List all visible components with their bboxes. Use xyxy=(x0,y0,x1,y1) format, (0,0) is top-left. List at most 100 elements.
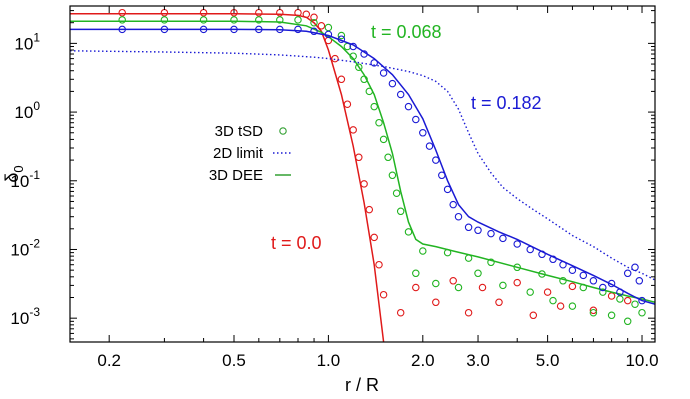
tsd-t-0.182-point-5 xyxy=(276,25,284,34)
tsd-t-0.068-point-29 xyxy=(474,269,482,278)
tsd-t-0.0-point-25 xyxy=(464,308,473,317)
tsd-t-0.182-point-12 xyxy=(370,59,378,67)
tsd-t-0.068-point-3 xyxy=(230,16,238,24)
annotation-2: t = 0.0 xyxy=(271,233,322,253)
tsd-t-0.182-point-1 xyxy=(160,25,169,34)
tsd-t-0.068-point-43 xyxy=(623,317,632,326)
legend: 3D tSD 2D limit 3D DEE xyxy=(209,123,293,184)
x-tick-label-6: 10.0 xyxy=(625,351,658,370)
y-tick-label-base-1: 10 xyxy=(14,103,33,122)
y-tick-label-0: 101 xyxy=(14,30,40,53)
tsd-t-0.0-point-28 xyxy=(513,278,521,287)
tsd-t-0.182-point-22 xyxy=(443,185,452,194)
tsd-t-0.0-point-9 xyxy=(317,22,326,30)
tsd-t-0.182-point-37 xyxy=(599,283,607,292)
plot-marks xyxy=(70,8,655,342)
tsd-t-0.182-point-34 xyxy=(568,266,577,274)
tsd-t-0.068-point-30 xyxy=(487,258,495,267)
tsd-t-0.0-point-17 xyxy=(365,205,374,214)
tsd-t-0.068-point-13 xyxy=(360,75,368,84)
tsd-t-0.068-point-45 xyxy=(638,308,646,317)
x-tick-label-1: 0.5 xyxy=(222,351,246,370)
annotation-1: t = 0.182 xyxy=(471,93,542,113)
tsd-t-0.182-point-16 xyxy=(404,102,413,111)
tsd-t-0.182-point-8 xyxy=(324,30,333,39)
plot-area xyxy=(70,6,655,342)
tsd-t-0.068-point-38 xyxy=(579,283,588,292)
tsd-t-0.0-point-7 xyxy=(302,10,311,19)
y-tick-label-exp-0: 1 xyxy=(33,30,40,44)
tsd-t-0.068-point-19 xyxy=(388,171,397,180)
tsd-t-0.068-point-0 xyxy=(118,16,126,24)
y-tick-label-exp-4: -3 xyxy=(29,305,40,319)
tsd-t-0.182-point-6 xyxy=(294,25,302,34)
tsd-t-0.182-point-33 xyxy=(559,260,567,269)
tsd-t-0.182-point-18 xyxy=(419,129,427,137)
tsd-t-0.068-point-11 xyxy=(349,52,357,60)
tsd-t-0.182-point-35 xyxy=(579,271,588,280)
tsd-t-0.0-point-32 xyxy=(568,282,577,291)
tsd-t-0.0-point-11 xyxy=(331,54,339,63)
tsd-t-0.0-point-22 xyxy=(412,283,420,292)
tsd-t-0.0-point-31 xyxy=(556,302,565,310)
annotation-0: t = 0.068 xyxy=(371,22,442,42)
tsd-t-0.068-point-23 xyxy=(412,269,420,278)
legend-swatch-0 xyxy=(279,127,287,135)
tsd-t-0.068-point-24 xyxy=(419,247,427,255)
tsd-t-0.182-point-27 xyxy=(487,229,495,238)
tsd-t-0.182-point-17 xyxy=(412,115,420,124)
annotations: t = 0.068 t = 0.182 t = 0.0 xyxy=(271,22,542,253)
tsd-t-0.068-point-20 xyxy=(392,189,401,197)
plot-frame xyxy=(69,5,656,343)
tsd-t-0.068-point-9 xyxy=(337,31,346,40)
tsd-t-0.182-point-20 xyxy=(432,156,440,164)
tsd-t-0.0-point-14 xyxy=(349,126,357,134)
tsd-t-0.182-point-0 xyxy=(118,25,126,34)
tsd-t-0.182-point-13 xyxy=(379,69,388,77)
tsd-t-0.182-point-38 xyxy=(607,279,616,288)
y-tick-label-exp-3: -2 xyxy=(29,236,40,250)
tsd-t-0.068-point-5 xyxy=(276,16,284,24)
tsd-t-0.182-point-39 xyxy=(616,288,624,296)
tsd-t-0.068-point-31 xyxy=(499,281,507,290)
y-tick-label-base-2: 10 xyxy=(10,172,29,191)
tsd-t-0.0-point-23 xyxy=(432,298,440,307)
tsd-t-0.182-point-28 xyxy=(499,234,507,243)
tsd-t-0.182-point-14 xyxy=(388,79,397,88)
tsd-t-0.0-point-20 xyxy=(379,290,388,299)
tsd-t-0.182-point-43 xyxy=(638,296,646,305)
tsd-t-0.182-point-26 xyxy=(474,226,482,235)
tsd-t-0.182-point-36 xyxy=(589,277,598,285)
y-tick-label-exp-1: 0 xyxy=(33,99,40,113)
tsd-t-0.0-point-27 xyxy=(495,298,503,307)
tsd-t-0.068-point-6 xyxy=(294,16,302,24)
tsd-t-0.068-point-2 xyxy=(199,16,208,24)
tsd-t-0.0-point-12 xyxy=(337,75,346,84)
x-tick-label-3: 2.0 xyxy=(411,351,435,370)
tsd-t-0.068-point-22 xyxy=(404,228,413,236)
y-tick-label-base-0: 10 xyxy=(14,34,33,53)
tsd-t-0.068-point-26 xyxy=(443,248,452,257)
tsd-t-0.068-point-40 xyxy=(599,288,607,296)
tsd-t-0.068-point-37 xyxy=(568,302,577,310)
y-axis-label-subscript: 0 xyxy=(11,165,26,172)
y-tick-label-base-4: 10 xyxy=(10,309,29,328)
tsd-t-0.068-point-7 xyxy=(310,18,318,27)
tsd-t-0.068-point-33 xyxy=(526,288,534,296)
tsd-t-0.182-point-40 xyxy=(623,269,632,278)
tsd-t-0.068-point-21 xyxy=(396,207,405,216)
x-tick-label-0: 0.2 xyxy=(97,351,121,370)
tsd-t-0.068-point-18 xyxy=(384,153,392,162)
tsd-t-0.0-point-35 xyxy=(623,296,632,305)
tsd-t-0.0-point-21 xyxy=(396,308,405,317)
tsd-t-0.068-point-15 xyxy=(370,102,378,111)
tsd-t-0.068-point-17 xyxy=(379,135,388,144)
y-tick-label-2: 10-1 xyxy=(10,168,40,191)
tsd-t-0.0-point-15 xyxy=(355,153,363,162)
x-axis: 0.2 0.5 1.0 2.0 3.0 5.0 10.0 xyxy=(97,6,659,370)
tsd-t-0.068-point-35 xyxy=(549,296,557,305)
legend-label-1: 2D limit xyxy=(213,145,264,162)
tsd-t-0.0-point-19 xyxy=(375,260,383,269)
